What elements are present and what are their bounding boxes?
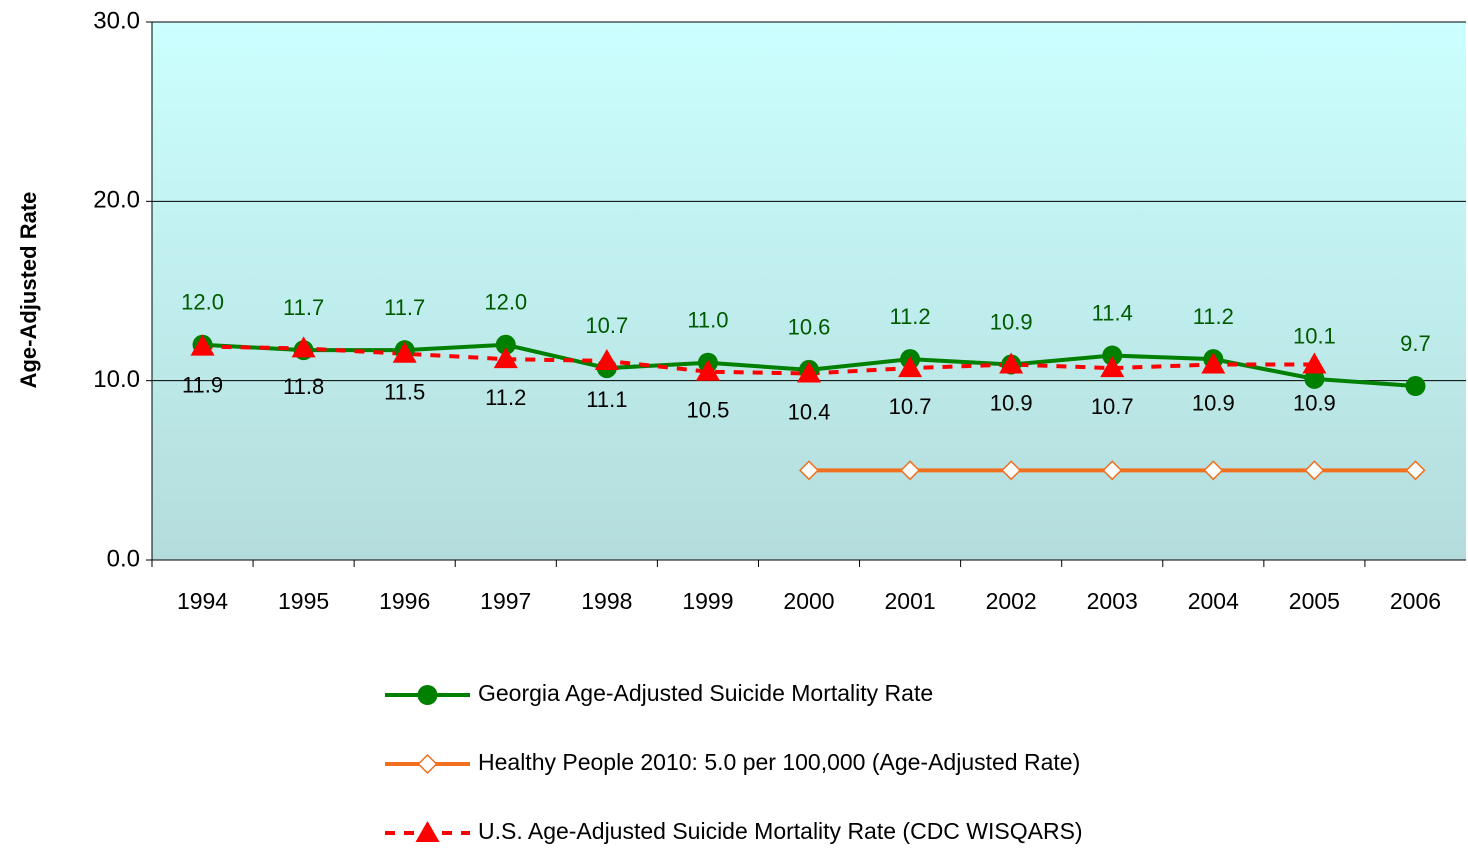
data-label: 11.1 (586, 387, 627, 412)
x-tick-label: 2001 (884, 588, 935, 614)
point (1302, 352, 1327, 374)
x-tick-label: 2002 (986, 588, 1037, 614)
data-label: 10.7 (585, 313, 628, 338)
data-label: 10.9 (990, 309, 1033, 334)
x-tick-label: 1998 (581, 588, 632, 614)
data-label: 9.7 (1400, 331, 1431, 356)
point (190, 334, 215, 356)
x-tick-label: 1995 (278, 588, 329, 614)
x-tick-label: 2003 (1087, 588, 1138, 614)
data-label: 10.9 (1293, 390, 1336, 415)
data-label: 10.5 (687, 398, 730, 423)
point (898, 356, 923, 378)
data-label: 11.2 (889, 304, 930, 329)
x-tick-label: 1996 (379, 588, 430, 614)
point (291, 336, 316, 358)
data-label: 10.4 (788, 399, 831, 424)
legend-label: Healthy People 2010: 5.0 per 100,000 (Ag… (478, 749, 1080, 775)
x-tick-label: 2004 (1188, 588, 1239, 614)
point (1203, 460, 1224, 481)
x-tick-label: 1994 (177, 588, 228, 614)
x-tick-label: 2006 (1390, 588, 1441, 614)
legend-label: Georgia Age-Adjusted Suicide Mortality R… (478, 680, 933, 706)
data-label: 12.0 (181, 290, 224, 315)
point (1304, 460, 1325, 481)
x-tick-label: 1999 (682, 588, 733, 614)
data-label: 10.1 (1293, 324, 1336, 349)
data-label: 11.9 (182, 372, 223, 397)
point (1201, 352, 1226, 374)
data-label: 11.4 (1092, 300, 1133, 325)
point (1304, 368, 1325, 389)
point (900, 460, 921, 481)
x-tick-label: 2000 (783, 588, 834, 614)
y-tick-label: 0.0 (107, 545, 140, 572)
data-label: 10.9 (990, 390, 1033, 415)
y-axis-title: Age-Adjusted Rate (16, 192, 41, 389)
y-tick-label: 30.0 (93, 7, 140, 34)
legend-marker (415, 821, 440, 842)
point (495, 334, 516, 355)
data-label: 11.2 (485, 385, 526, 410)
data-label: 10.9 (1192, 390, 1235, 415)
point (594, 348, 619, 370)
y-tick-label: 20.0 (93, 187, 140, 214)
x-tick-label: 2005 (1289, 588, 1340, 614)
point (493, 347, 518, 369)
point (1405, 376, 1426, 397)
data-label: 11.7 (384, 295, 425, 320)
point (1001, 460, 1022, 481)
y-tick-label: 10.0 (93, 366, 140, 393)
data-label: 11.7 (283, 295, 324, 320)
data-label: 12.0 (484, 290, 527, 315)
series-line (202, 344, 1315, 376)
legend-marker (417, 753, 438, 775)
point (1102, 460, 1123, 481)
data-label: 11.8 (283, 374, 324, 399)
point (1100, 356, 1125, 378)
data-label: 10.6 (788, 315, 831, 340)
point (695, 359, 720, 381)
data-label: 10.7 (1091, 394, 1134, 419)
point (1405, 460, 1426, 481)
legend-label: U.S. Age-Adjusted Suicide Mortality Rate… (478, 818, 1083, 844)
point (1102, 345, 1123, 366)
x-tick-label: 1997 (480, 588, 531, 614)
data-label: 11.5 (384, 380, 425, 405)
data-label: 11.0 (687, 308, 728, 333)
legend-marker (417, 685, 438, 705)
data-label: 10.7 (889, 394, 932, 419)
point (999, 352, 1024, 374)
point (392, 341, 417, 363)
point (798, 460, 820, 481)
data-label: 11.2 (1193, 304, 1234, 329)
point (797, 361, 821, 383)
